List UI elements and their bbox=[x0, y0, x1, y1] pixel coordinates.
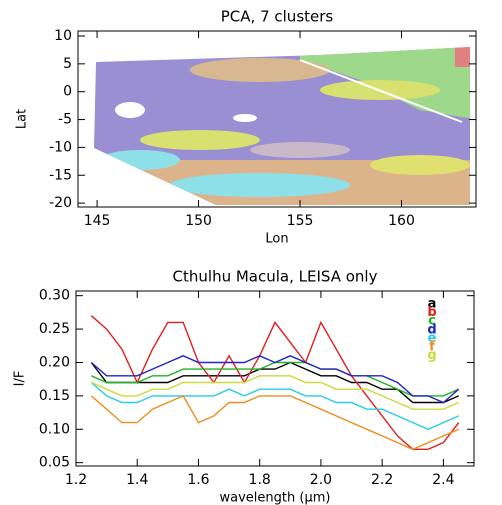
x-tick-label: 2.2 bbox=[371, 472, 393, 488]
y-tick-label: 0.25 bbox=[39, 321, 70, 337]
y-axis-label: I/F bbox=[13, 371, 28, 387]
legend-entry: d bbox=[427, 322, 436, 337]
x-axis-label: Lon bbox=[265, 232, 288, 247]
legend-entry: e bbox=[428, 331, 437, 346]
spectrum-line bbox=[90, 355, 460, 404]
cluster-map-image bbox=[94, 47, 470, 205]
plot-frame bbox=[77, 30, 477, 208]
x-tick-label: 1.2 bbox=[65, 472, 87, 488]
x-tick-label: 150 bbox=[185, 213, 212, 229]
spectrum-line bbox=[90, 315, 460, 450]
x-tick-label: 1.8 bbox=[249, 472, 271, 488]
y-axis-label: Lat bbox=[15, 109, 30, 129]
y-tick-label: 5 bbox=[63, 56, 72, 72]
y-tick-label: -5 bbox=[58, 112, 72, 128]
legend-entry: a bbox=[428, 297, 437, 312]
legend-entry: g bbox=[427, 348, 436, 363]
legend-entry: c bbox=[428, 314, 436, 329]
x-axis-label: wavelength (μm) bbox=[220, 491, 331, 505]
y-tick-label: 0.15 bbox=[39, 388, 70, 404]
x-tick-label: 1.6 bbox=[187, 472, 209, 488]
chart-title: PCA, 7 clusters bbox=[221, 8, 334, 26]
spectrum-line bbox=[90, 395, 459, 451]
y-tick-label: 0.30 bbox=[39, 288, 70, 304]
y-tick-label: -10 bbox=[49, 139, 72, 155]
x-tick-label: 2.0 bbox=[310, 472, 332, 488]
x-tick-label: 155 bbox=[287, 213, 314, 229]
y-tick-label: 0.20 bbox=[39, 354, 70, 370]
chart-title: Cthulhu Macula, LEISA only bbox=[173, 268, 378, 286]
legend-entry: b bbox=[427, 305, 436, 320]
y-tick-label: -15 bbox=[49, 167, 72, 183]
x-tick-label: 1.4 bbox=[126, 472, 148, 488]
spectrum-line bbox=[91, 375, 459, 410]
y-tick-label: -20 bbox=[49, 195, 72, 211]
spectrum-line bbox=[90, 381, 459, 431]
x-tick-label: 145 bbox=[84, 213, 111, 229]
y-tick-label: 0 bbox=[63, 84, 72, 100]
plot-frame bbox=[75, 290, 475, 467]
y-tick-label: 10 bbox=[54, 28, 72, 44]
x-tick-label: 160 bbox=[388, 213, 415, 229]
legend-entry: f bbox=[429, 340, 435, 355]
x-tick-label: 2.4 bbox=[432, 472, 454, 488]
spectrum-line bbox=[91, 361, 459, 397]
y-tick-label: 0.05 bbox=[39, 455, 70, 471]
y-tick-label: 0.10 bbox=[39, 421, 70, 437]
